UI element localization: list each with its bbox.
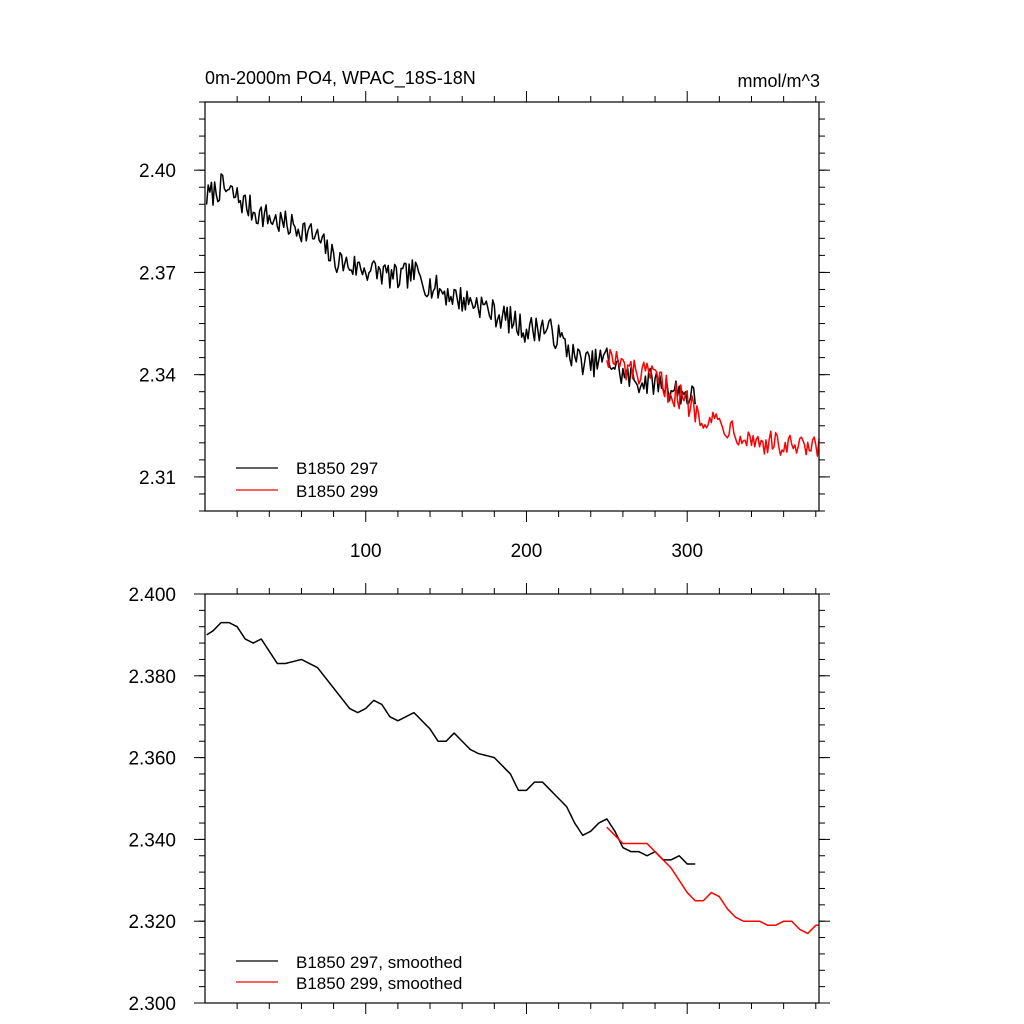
top-panel-lines bbox=[205, 173, 820, 457]
y-tick-label: 2.40 bbox=[139, 161, 176, 182]
bottom-panel: 2.300 2.320 2.340 2.360 2.380 2.400 B1850 297… bbox=[128, 583, 830, 1015]
top-panel-ticks: 2.31 2.34 2.37 2.40 100 200 300 bbox=[139, 91, 830, 562]
units-label: mmol/m^3 bbox=[738, 71, 820, 91]
bottom-panel-lines bbox=[206, 621, 819, 935]
y-tick-label: 2.400 bbox=[128, 585, 176, 606]
legend-label-b1850-297: B1850 297 bbox=[296, 459, 378, 478]
series-line-b1850-297-smoothed bbox=[206, 621, 696, 865]
legend-label-b1850-299-smoothed: B1850 299, smoothed bbox=[296, 974, 462, 993]
series-line-b1850-299 bbox=[606, 348, 820, 457]
top-panel: 0m-2000m PO4, WPAC_18S-18N mmol/m^3 2.31… bbox=[139, 68, 830, 562]
y-tick-label: 2.320 bbox=[128, 912, 176, 933]
y-tick-label: 2.380 bbox=[128, 667, 176, 688]
y-tick-label: 2.34 bbox=[139, 366, 176, 387]
x-tick-label: 100 bbox=[350, 541, 382, 562]
bottom-panel-ticks: 2.300 2.320 2.340 2.360 2.380 2.400 bbox=[128, 583, 830, 1015]
top-plot-frame bbox=[204, 101, 820, 512]
bottom-plot-frame bbox=[204, 593, 820, 1004]
series-line-b1850-299-smoothed bbox=[606, 826, 819, 935]
top-legend: B1850 297 B1850 299 bbox=[236, 459, 378, 501]
bottom-legend: B1850 297, smoothed B1850 299, smoothed bbox=[236, 953, 462, 993]
y-tick-label: 2.37 bbox=[139, 263, 176, 284]
x-tick-label: 200 bbox=[511, 541, 543, 562]
series-line-b1850-297 bbox=[205, 173, 696, 405]
legend-label-b1850-297-smoothed: B1850 297, smoothed bbox=[296, 953, 462, 972]
y-tick-label: 2.360 bbox=[128, 749, 176, 770]
y-tick-label: 2.340 bbox=[128, 830, 176, 851]
y-tick-label: 2.300 bbox=[128, 994, 176, 1015]
x-tick-label: 300 bbox=[671, 541, 703, 562]
legend-label-b1850-299: B1850 299 bbox=[296, 482, 378, 501]
y-tick-label: 2.31 bbox=[139, 468, 176, 489]
chart-title: 0m-2000m PO4, WPAC_18S-18N bbox=[205, 68, 476, 89]
